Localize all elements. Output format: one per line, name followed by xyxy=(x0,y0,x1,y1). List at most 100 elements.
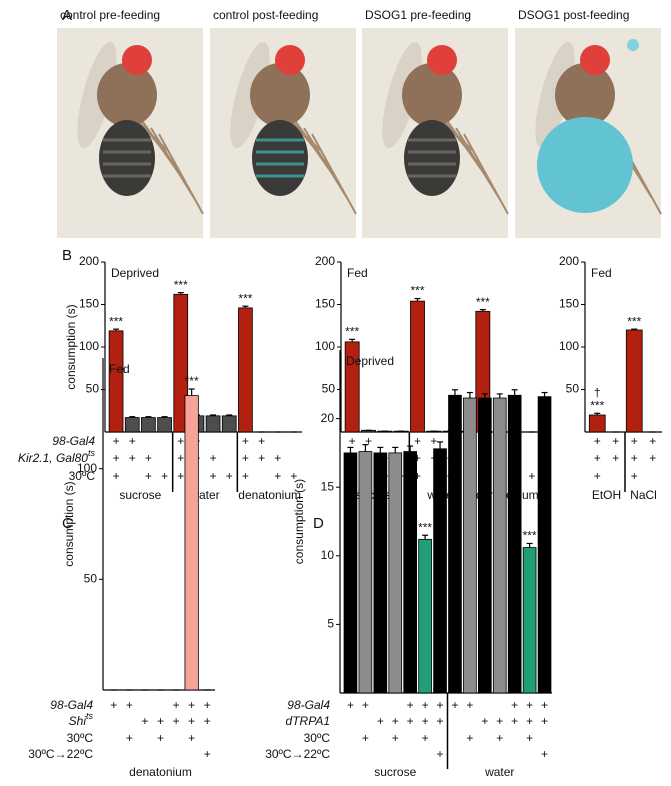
genotype-cell: + xyxy=(161,469,168,483)
genotype-cell: + xyxy=(430,434,437,448)
bar xyxy=(410,300,425,433)
bar xyxy=(537,396,552,694)
bar xyxy=(343,452,358,694)
y-tick-label: 200 xyxy=(79,254,99,268)
group-label: denatonium xyxy=(129,765,192,779)
bar xyxy=(221,415,237,433)
photo-label: DSOG1 post-feeding xyxy=(518,8,629,22)
genotype-name: 30ºC→22ºC xyxy=(28,747,93,761)
photo-label: control pre-feeding xyxy=(60,8,160,22)
fly-eye xyxy=(122,45,152,75)
genotype-cell: + xyxy=(145,451,152,465)
chart-title: Fed xyxy=(109,362,130,376)
genotype-cell: + xyxy=(526,714,533,728)
chart-title: Fed xyxy=(347,266,368,280)
genotype-cell: + xyxy=(157,714,164,728)
genotype-row-label: dTRPA1 xyxy=(286,714,330,728)
genotype-name: 30ºC→22ºC xyxy=(265,747,330,761)
fly-proboscis xyxy=(627,39,639,51)
significance-label: *** xyxy=(523,529,537,543)
fly-abdomen xyxy=(404,120,460,196)
genotype-cell: + xyxy=(631,469,638,483)
bar xyxy=(418,538,432,694)
fly-photo xyxy=(210,28,357,238)
genotype-cell: + xyxy=(528,469,535,483)
genotype-cell: + xyxy=(466,698,473,712)
fly-abdomen xyxy=(537,117,633,213)
genotype-cell: + xyxy=(362,698,369,712)
genotype-cell: + xyxy=(422,698,429,712)
genotype-cell: + xyxy=(407,698,414,712)
bar xyxy=(238,307,253,433)
genotype-cell: + xyxy=(541,747,548,761)
bar xyxy=(388,452,403,694)
genotype-row-label: Shits xyxy=(69,711,94,728)
significance-label: *** xyxy=(418,520,432,534)
bar xyxy=(588,414,606,433)
genotype-row-label: 30ºC xyxy=(67,731,94,745)
bar xyxy=(492,397,507,694)
genotype-cell: + xyxy=(157,731,164,745)
genotype-cell: + xyxy=(258,451,265,465)
significance-label: *** xyxy=(410,284,424,298)
genotype-row-label: 98-Gal4 xyxy=(287,698,330,712)
bar xyxy=(157,417,172,433)
significance-label: *** xyxy=(174,278,188,292)
group-label: denatonium xyxy=(238,488,301,502)
y-tick-label: 10 xyxy=(321,548,335,562)
fly-thorax xyxy=(555,63,615,127)
fly-eye xyxy=(275,45,305,75)
genotype-cell: + xyxy=(392,731,399,745)
genotype-name: Shi xyxy=(69,714,87,728)
panel-letter: B xyxy=(62,247,72,264)
fly-photo xyxy=(362,28,509,238)
genotype-cell: + xyxy=(481,714,488,728)
y-tick-label: 50 xyxy=(566,382,580,396)
panel-letter: A xyxy=(62,7,72,24)
panel-letter: C xyxy=(62,515,73,532)
genotype-cell: + xyxy=(188,714,195,728)
bar xyxy=(205,415,221,433)
fly-leg xyxy=(463,133,509,215)
genotype-row-label: 30ºC→22ºC xyxy=(28,747,93,761)
genotype-cell: + xyxy=(242,434,249,448)
bar xyxy=(433,448,447,694)
genotype-cell: + xyxy=(242,469,249,483)
fly-eye xyxy=(427,45,457,75)
genotype-cell: + xyxy=(392,714,399,728)
significance-label: *** xyxy=(109,314,123,328)
genotype-row-label: Kir2.1, Gal80ts xyxy=(18,448,96,465)
bar xyxy=(108,330,124,433)
fly-photo xyxy=(57,28,204,238)
y-tick-label: 50 xyxy=(86,382,100,396)
y-tick-label: 100 xyxy=(79,339,99,353)
genotype-cell: + xyxy=(347,698,354,712)
genotype-cell: + xyxy=(594,451,601,465)
genotype-cell: + xyxy=(594,434,601,448)
fly-eye xyxy=(580,45,610,75)
genotype-cell: + xyxy=(177,469,184,483)
genotype-cell: + xyxy=(422,731,429,745)
genotype-cell: + xyxy=(141,714,148,728)
genotype-cell: + xyxy=(188,698,195,712)
fly-leg xyxy=(311,133,357,215)
y-tick-label: 15 xyxy=(321,479,335,493)
chart-title: Deprived xyxy=(111,266,159,280)
fly-abdomen xyxy=(99,120,155,196)
genotype-cell: + xyxy=(177,434,184,448)
genotype-name: 30ºC xyxy=(304,731,331,745)
bar xyxy=(141,417,156,433)
fly-thorax xyxy=(250,63,310,127)
genotype-cell: + xyxy=(541,698,548,712)
genotype-cell: + xyxy=(113,434,120,448)
bar xyxy=(403,451,417,694)
genotype-cell: + xyxy=(210,469,217,483)
y-tick-label: 20 xyxy=(321,411,335,425)
y-tick-label: 150 xyxy=(559,297,579,311)
bar xyxy=(463,397,477,694)
genotype-cell: + xyxy=(365,434,372,448)
y-tick-label: 150 xyxy=(315,297,335,311)
genotype-cell: + xyxy=(226,469,233,483)
group-label: NaCl xyxy=(630,488,657,502)
genotype-cell: + xyxy=(414,469,421,483)
